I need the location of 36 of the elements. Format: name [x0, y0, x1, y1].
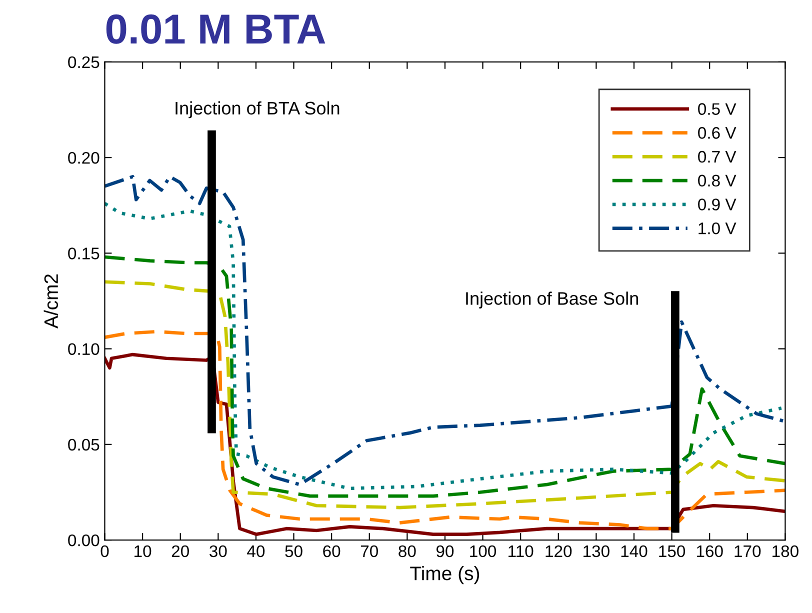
x-tick-label: 80 — [398, 545, 416, 558]
y-tick-label: 0.00 — [68, 534, 100, 546]
y-tick-label: 0.10 — [68, 343, 100, 355]
x-tick-label: 180 — [772, 545, 798, 558]
x-tick-label: 170 — [734, 545, 761, 558]
annotation: Injection of Base Soln — [466, 292, 638, 308]
x-tick-label: 70 — [360, 545, 378, 558]
annotation: Injection of BTA Soln — [176, 101, 340, 118]
y-tick-label: 0.15 — [68, 248, 100, 260]
y-axis-title: A/cm2 — [44, 274, 58, 328]
x-tick-label: 0 — [100, 545, 109, 558]
x-tick-label: 50 — [285, 545, 302, 558]
legend-label: 1.0 V — [698, 222, 736, 234]
x-tick-label: 140 — [621, 545, 648, 558]
legend-label: 0.6 V — [698, 127, 736, 139]
x-tick-label: 30 — [210, 545, 227, 558]
x-tick-label: 20 — [172, 545, 189, 558]
chart-title: 0.01 M BTA — [106, 14, 326, 44]
x-tick-label: 60 — [323, 545, 340, 558]
legend-label: 0.7 V — [698, 150, 736, 163]
x-tick-label: 40 — [247, 545, 265, 558]
x-tick-label: 100 — [470, 545, 496, 558]
y-tick-label: 0.05 — [68, 438, 100, 451]
legend-label: 0.5 V — [698, 103, 736, 115]
x-tick-label: 10 — [134, 545, 152, 558]
x-tick-label: 160 — [696, 545, 723, 558]
legend-label: 0.8 V — [698, 174, 736, 187]
x-tick-label: 130 — [584, 545, 610, 558]
legend-label: 0.9 V — [698, 198, 736, 210]
x-tick-label: 110 — [508, 545, 534, 558]
x-tick-label: 120 — [546, 545, 572, 558]
x-axis-title: Time (s) — [410, 566, 480, 584]
y-tick-label: 0.20 — [68, 152, 100, 164]
x-tick-label: 90 — [436, 545, 454, 558]
x-tick-label: 150 — [659, 545, 686, 558]
y-tick-label: 0.25 — [68, 56, 100, 68]
